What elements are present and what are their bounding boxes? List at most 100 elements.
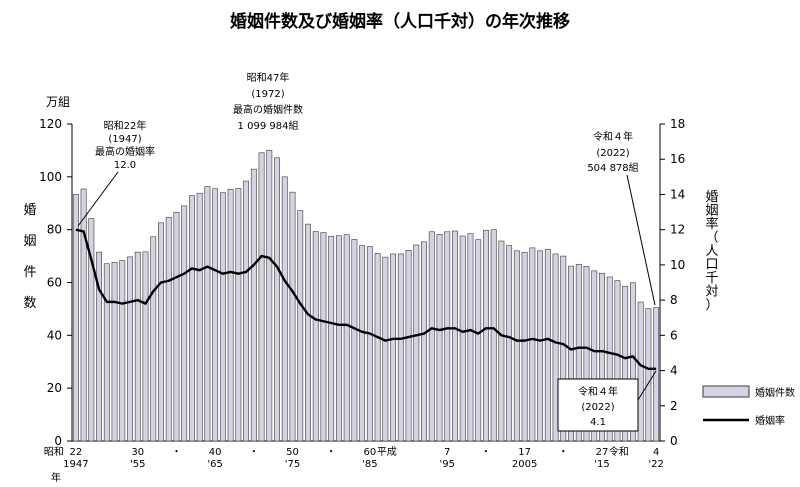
bar-marriages-1970 [250,168,257,442]
bar-marriages-2000 [482,229,489,442]
era-label: 昭和 [44,446,64,458]
x-tick-label-bottom: 1947 [63,459,88,470]
x-tick-label-top: ・ [249,447,259,458]
y-left-label-char: 婚 [23,203,36,218]
y-left-tick-label: 100 [39,170,62,184]
x-tick-label-top: ・ [481,447,491,458]
line-series-marriage-rate [75,228,657,370]
x-tick-label-bottom: 2005 [512,459,537,470]
bar-marriages-2012 [575,263,582,442]
y-left-tick-label: 60 [47,276,62,290]
bar-marriages-1988 [390,253,397,442]
annotation-peak-rate-era: 昭和22年 [104,119,147,132]
bar-marriages-2007 [537,250,544,442]
bar-marriages-1975 [289,191,296,442]
y-right-label-char: （ [705,231,718,246]
y-right-label-char: 婚 [705,190,718,205]
x-tick-label-top: 22 [70,447,83,458]
bar-marriages-1962 [188,195,195,442]
bar-marriages-1973 [274,157,280,442]
bar-marriages-1965 [212,188,219,442]
bar-marriages-1998 [467,233,474,442]
bar-marriages-2014 [591,270,598,442]
bar-marriages-1985 [366,246,373,442]
y-left-tick-label: 120 [39,117,62,131]
x-tick-label-top: 30 [131,447,144,458]
axes: 0 20 40 60 80 100 120 0 2 4 6 8 10 12 14 16 18 [39,117,685,448]
x-tick-label-top: 40 [209,447,222,458]
annotation-peak-rate-value: 12.0 [114,160,136,171]
y-right-tick-label: 10 [670,258,685,272]
legend-bar-swatch [702,385,750,398]
bar-marriages-1959 [165,216,172,442]
bar-marriages-1983 [351,239,358,442]
bar-marriages-1979 [320,232,327,442]
x-tick-label-top: 4 [653,447,659,458]
annotation-peak-rate-label: 最高の婚姻率 [95,145,155,158]
x-tick-label-top: 50 [286,447,299,458]
x-tick-label-top: 27 [596,447,609,458]
bar-marriages-1990 [405,249,412,442]
y-right-label: 婚姻率（人口千対） [705,190,718,313]
y-right-label-char: 人 [705,244,718,259]
bar-series-marriages [72,150,660,442]
bar-marriages-1997 [459,235,466,442]
bar-marriages-1966 [219,192,226,442]
bar-marriages-1948 [80,188,87,442]
bar-marriages-1964 [204,186,211,442]
bar-marriages-1950 [96,251,103,442]
bar-marriages-1981 [335,235,342,442]
bar-marriages-2001 [490,229,497,442]
annotation-peak-count: 昭和47年 (1972) 最高の婚姻件数 1 099 984組 [233,71,303,132]
bar-marriages-2004 [513,250,520,442]
y-right-tick-label: 6 [670,328,678,342]
y-left-label-char: 件 [23,265,36,280]
bar-marriages-2006 [529,247,536,442]
bar-marriages-2013 [583,266,590,442]
bar-marriages-1958 [158,222,164,442]
y-right-tick-label: 14 [670,187,685,201]
y-left-tick-label: 20 [47,381,62,395]
legend-line-label: 婚姻率 [755,414,785,427]
annotation-peak-count-value: 1 099 984組 [238,119,299,132]
y-left-label-char: 姻 [23,234,36,249]
x-axis-labels: 22 30 ・ 40 ・ 50 ・ 60 7 ・ 17 ・ 27 4 1947 '55 '65 '75 '85 '95… [44,445,664,484]
annotation-latest-count-year: (2022) [596,148,629,159]
annotation-latest-rate-era: 令和４年 [578,385,618,398]
bar-marriages-1995 [444,231,451,442]
bar-marriages-2002 [498,240,505,442]
bar-marriages-2016 [606,276,613,442]
legend: 婚姻件数 婚姻率 [702,385,795,427]
bar-marriages-1969 [243,180,250,442]
x-tick-label-top: 7 [444,447,450,458]
bar-marriages-1987 [382,256,389,442]
bar-marriages-1963 [196,192,203,442]
y-left-label: 婚姻件数 [23,203,36,311]
bar-marriages-1984 [359,245,366,442]
annotation-peak-count-era: 昭和47年 [247,71,290,84]
bar-marriages-2021 [645,308,652,442]
bar-marriages-1967 [227,188,234,442]
bar-marriages-2009 [552,253,559,442]
bar-marriages-1952 [111,262,118,442]
x-tick-label-top: ・ [558,447,568,458]
x-tick-label-top: 60 [364,447,377,458]
y-left-tick-label: 40 [47,328,62,342]
bar-marriages-1968 [235,188,242,442]
x-tick-label-top: 17 [518,447,531,458]
bar-marriages-1978 [312,231,319,442]
annotation-peak-count-year: (1972) [251,89,284,100]
y-right-tick-label: 12 [670,223,685,237]
annotation-peak-count-label: 最高の婚姻件数 [233,103,303,116]
x-tick-label-bottom: '85 [362,459,377,470]
era-label: 平成 [377,446,397,458]
bar-marriages-2010 [560,255,567,442]
bar-marriages-1949 [88,218,95,442]
bar-marriages-1982 [343,234,350,442]
bar-marriages-1971 [258,152,265,442]
bar-marriages-1947 [72,193,79,442]
bar-marriages-2019 [629,282,636,442]
bar-marriages-2008 [544,248,551,442]
bar-marriages-1989 [397,253,404,442]
